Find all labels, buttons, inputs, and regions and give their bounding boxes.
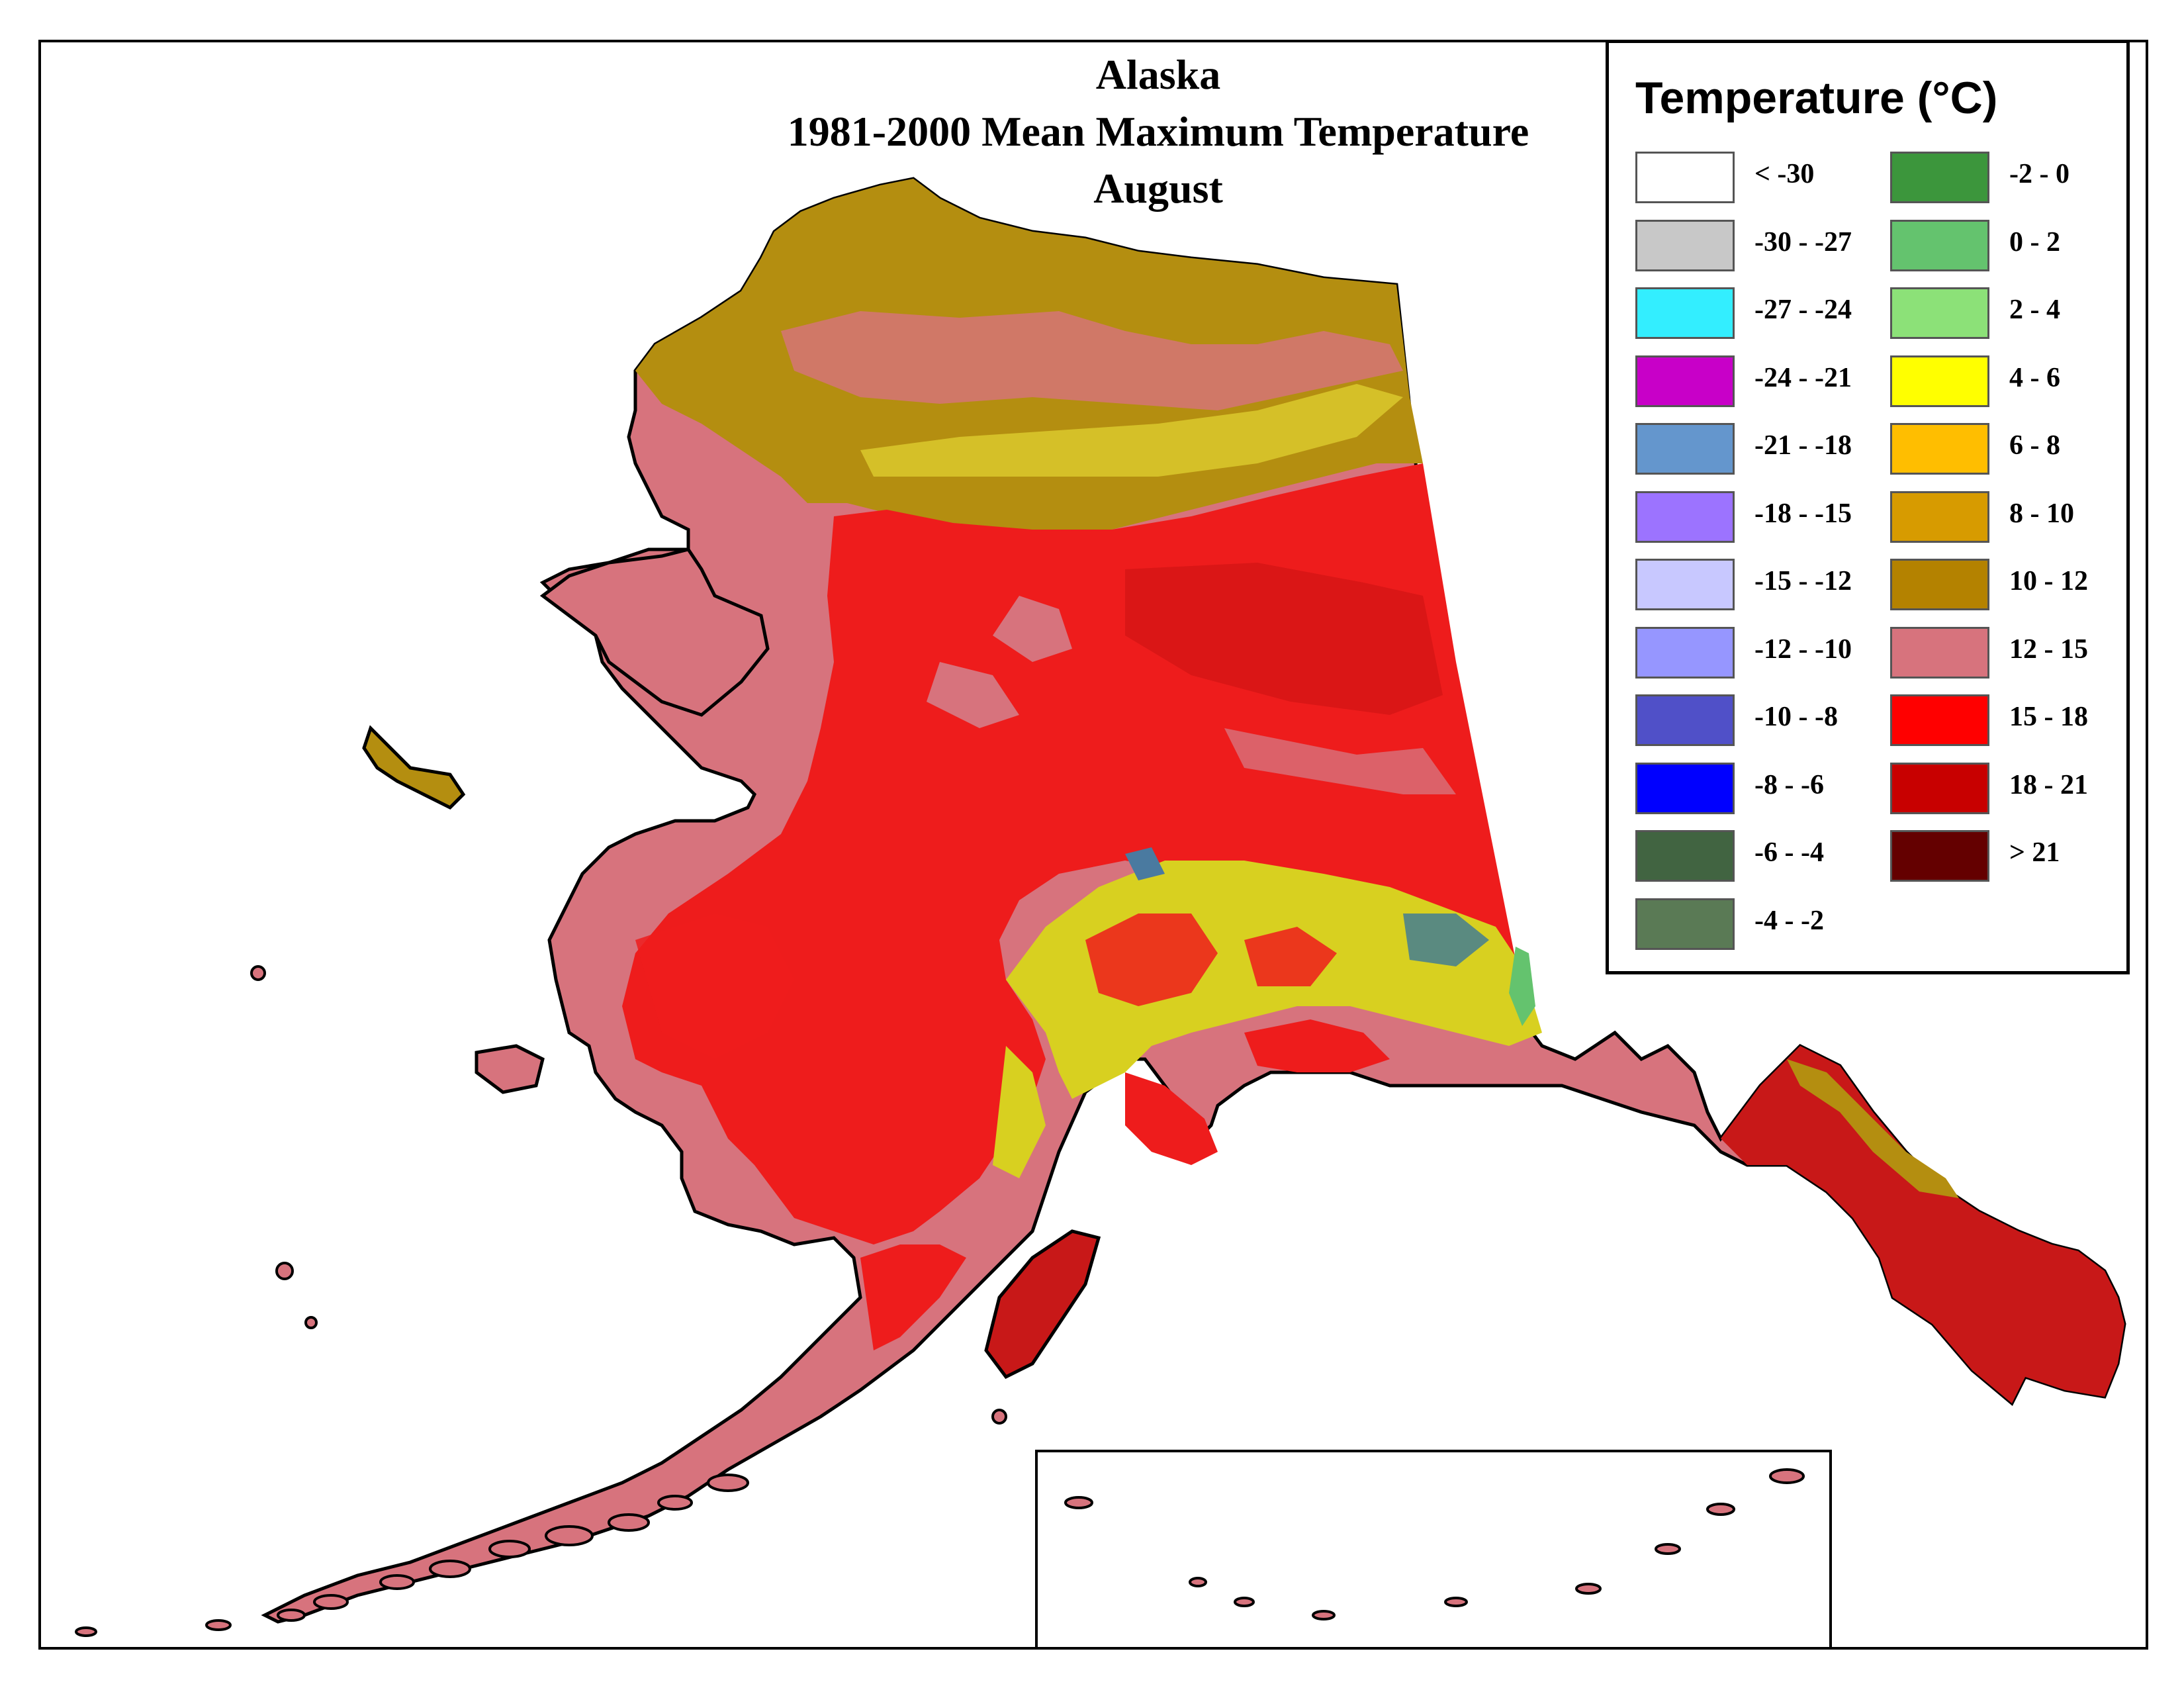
legend-swatch <box>1890 559 1989 610</box>
legend-swatch <box>1635 152 1735 203</box>
legend-item: -24 - -21 <box>1635 355 1887 408</box>
legend-swatch <box>1890 423 1989 475</box>
legend-swatch <box>1890 355 1989 407</box>
legend-swatch <box>1635 559 1735 610</box>
aleutian-inset-frame <box>1035 1450 1832 1650</box>
legend-label: 18 - 21 <box>2009 769 2088 800</box>
legend-item: -27 - -24 <box>1635 287 1887 340</box>
legend-swatch <box>1635 491 1735 543</box>
seward-peninsula <box>539 547 770 717</box>
legend-swatch <box>1890 762 1989 814</box>
legend-item: -30 - -27 <box>1635 219 1887 273</box>
legend-item: 4 - 6 <box>1890 355 2142 408</box>
legend-item: -15 - -12 <box>1635 559 1887 612</box>
legend-label: > 21 <box>2009 837 2060 868</box>
legend-label: 12 - 15 <box>2009 633 2088 665</box>
legend-label: 0 - 2 <box>2009 226 2060 258</box>
legend-item: 12 - 15 <box>1890 626 2142 680</box>
legend-label: -6 - -4 <box>1754 837 1824 868</box>
legend-label: 10 - 12 <box>2009 566 2088 596</box>
legend-item: -18 - -15 <box>1635 491 1887 544</box>
st-lawrence-island <box>362 725 466 810</box>
legend-label: < -30 <box>1754 159 1815 189</box>
legend-item: -4 - -2 <box>1635 898 1887 951</box>
kodiak-island <box>984 1229 1101 1380</box>
legend-label: 4 - 6 <box>2009 362 2060 393</box>
legend-item: > 21 <box>1890 830 2142 883</box>
legend-item: 0 - 2 <box>1890 219 2142 273</box>
legend-item: -6 - -4 <box>1635 830 1887 883</box>
title-line-2: 1981-2000 Mean Maximum Temperature <box>787 108 1529 155</box>
legend-label: -21 - -18 <box>1754 430 1852 461</box>
inset-aleutians <box>1064 1468 1805 1620</box>
legend-swatch <box>1635 423 1735 475</box>
legend: Temperature (°C) < -30 -30 - -27 -27 - -24… <box>1606 40 2130 974</box>
legend-label: 8 - 10 <box>2009 498 2074 529</box>
legend-swatch <box>1635 355 1735 407</box>
legend-label: -18 - -15 <box>1754 498 1852 529</box>
aleutian-islands <box>75 1474 749 1637</box>
legend-swatch <box>1890 219 1989 271</box>
legend-swatch <box>1635 830 1735 882</box>
legend-swatch <box>1635 694 1735 746</box>
legend-swatch <box>1635 287 1735 339</box>
legend-swatch <box>1890 694 1989 746</box>
legend-label: -30 - -27 <box>1754 226 1852 258</box>
legend-label: -10 - -8 <box>1754 702 1838 732</box>
legend-item: 15 - 18 <box>1890 694 2142 747</box>
legend-item: -21 - -18 <box>1635 423 1887 476</box>
legend-label: -4 - -2 <box>1754 905 1824 936</box>
legend-swatch <box>1890 830 1989 882</box>
legend-swatch <box>1890 626 1989 679</box>
title-line-1: Alaska <box>1095 51 1221 98</box>
legend-swatch <box>1635 762 1735 814</box>
nunivak-island <box>475 1044 545 1094</box>
map-title: Alaska 1981-2000 Mean Maximum Temperatur… <box>662 46 1655 217</box>
legend-item: < -30 <box>1635 152 1887 205</box>
legend-item: 8 - 10 <box>1890 491 2142 544</box>
legend-label: 6 - 8 <box>2009 430 2060 461</box>
legend-label: -12 - -10 <box>1754 633 1852 665</box>
legend-label: -15 - -12 <box>1754 566 1852 596</box>
legend-label: 2 - 4 <box>2009 295 2060 325</box>
legend-label: -24 - -21 <box>1754 362 1852 393</box>
title-line-3: August <box>1093 165 1223 212</box>
legend-item: 2 - 4 <box>1890 287 2142 340</box>
legend-label: -27 - -24 <box>1754 295 1852 325</box>
legend-label: 15 - 18 <box>2009 702 2088 732</box>
legend-swatch <box>1890 491 1989 543</box>
legend-item: 10 - 12 <box>1890 559 2142 612</box>
legend-label: -2 - 0 <box>2009 159 2070 189</box>
legend-label: -8 - -6 <box>1754 769 1824 800</box>
legend-swatch <box>1635 219 1735 271</box>
legend-item: -8 - -6 <box>1635 762 1887 816</box>
legend-title: Temperature (°C) <box>1635 73 1998 123</box>
legend-item: 18 - 21 <box>1890 762 2142 816</box>
legend-item: -12 - -10 <box>1635 626 1887 680</box>
legend-swatch <box>1890 287 1989 339</box>
legend-item: -2 - 0 <box>1890 152 2142 205</box>
legend-swatch <box>1635 898 1735 950</box>
legend-swatch <box>1890 152 1989 203</box>
legend-swatch <box>1635 626 1735 679</box>
legend-item: -10 - -8 <box>1635 694 1887 747</box>
legend-item: 6 - 8 <box>1890 423 2142 476</box>
